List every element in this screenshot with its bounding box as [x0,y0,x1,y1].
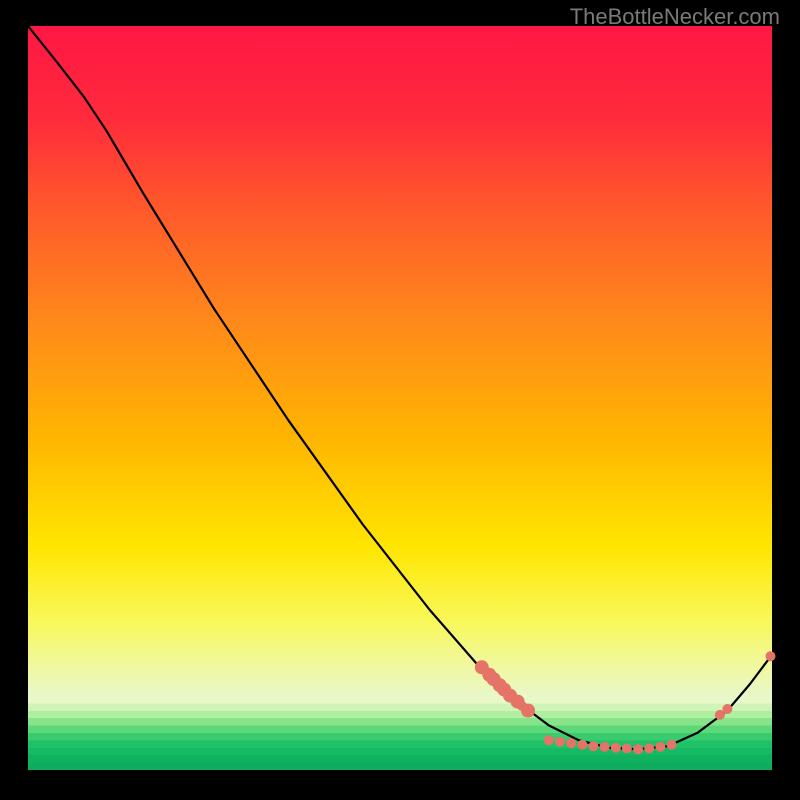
data-marker [577,740,587,750]
data-marker [644,743,654,753]
chart-container: TheBottleNecker.com [0,0,800,800]
data-marker [655,742,665,752]
data-marker [566,738,576,748]
watermark-text: TheBottleNecker.com [570,4,780,30]
data-marker [555,737,565,747]
bottleneck-curve [0,0,800,800]
data-marker [622,743,632,753]
curve-path [28,26,772,749]
data-marker [611,743,621,753]
data-marker [521,704,535,718]
data-marker [544,735,554,745]
data-marker [766,651,776,661]
data-marker [600,742,610,752]
data-marker [667,740,677,750]
data-marker [588,741,598,751]
data-marker [722,704,732,714]
data-marker [633,744,643,754]
